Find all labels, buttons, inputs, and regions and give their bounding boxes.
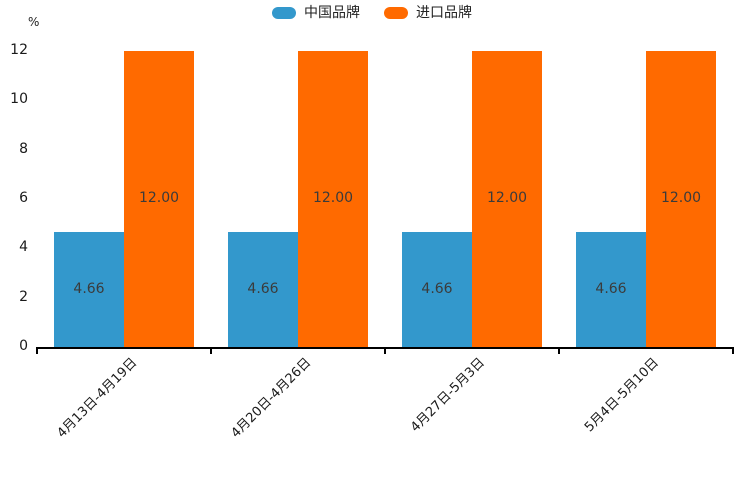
bar-imported-brands [298,51,368,347]
y-axis-tick-label: 4 [19,239,28,256]
bar-value-label: 4.66 [421,280,453,297]
bar-value-label: 12.00 [486,190,528,206]
y-axis-tick-label: 10 [10,91,28,108]
x-axis-tick [732,347,734,354]
legend-label: 中国品牌 [304,5,360,21]
legend-swatch-imported-brands [384,7,408,19]
bar-value-label: 12.00 [138,190,180,206]
y-axis-tick-label: 0 [19,338,28,354]
y-axis-tick-label: 2 [19,288,28,305]
y-axis-unit-label: % [28,15,40,29]
y-axis-tick-label: 6 [19,190,28,206]
bar-china-brands [54,232,124,347]
bar-value-label: 4.66 [247,280,279,297]
bar-china-brands [228,232,298,347]
bar-value-label: 4.66 [73,280,105,297]
x-axis-tick [558,347,560,354]
x-axis-category-label: 4月20日-4月26日 [228,355,314,442]
x-axis-tick [210,347,212,354]
legend-swatch-china-brands [272,7,296,19]
legend-item-imported-brands[interactable]: 进口品牌 [384,6,472,20]
bar-china-brands [576,232,646,347]
bar-china-brands [402,232,472,347]
bar-imported-brands [472,51,542,347]
x-axis-category-label: 4月13日-4月19日 [54,355,140,442]
chart-legend: 中国品牌 进口品牌 [0,6,744,20]
x-axis-category-label: 5月4日-5月10日 [581,355,662,436]
x-axis-category-label: 4月27日-5月3日 [407,355,488,436]
y-axis-tick-label: 12 [10,42,28,58]
y-axis-tick-label: 8 [19,140,28,157]
bar-value-label: 12.00 [312,190,354,206]
legend-item-china-brands[interactable]: 中国品牌 [272,6,360,20]
bar-value-label: 12.00 [660,190,702,206]
legend-label: 进口品牌 [416,5,472,21]
x-axis-tick [384,347,386,354]
bar-imported-brands [124,51,194,347]
x-axis-tick [36,347,38,354]
bar-value-label: 4.66 [595,280,627,297]
bar-imported-brands [646,51,716,347]
